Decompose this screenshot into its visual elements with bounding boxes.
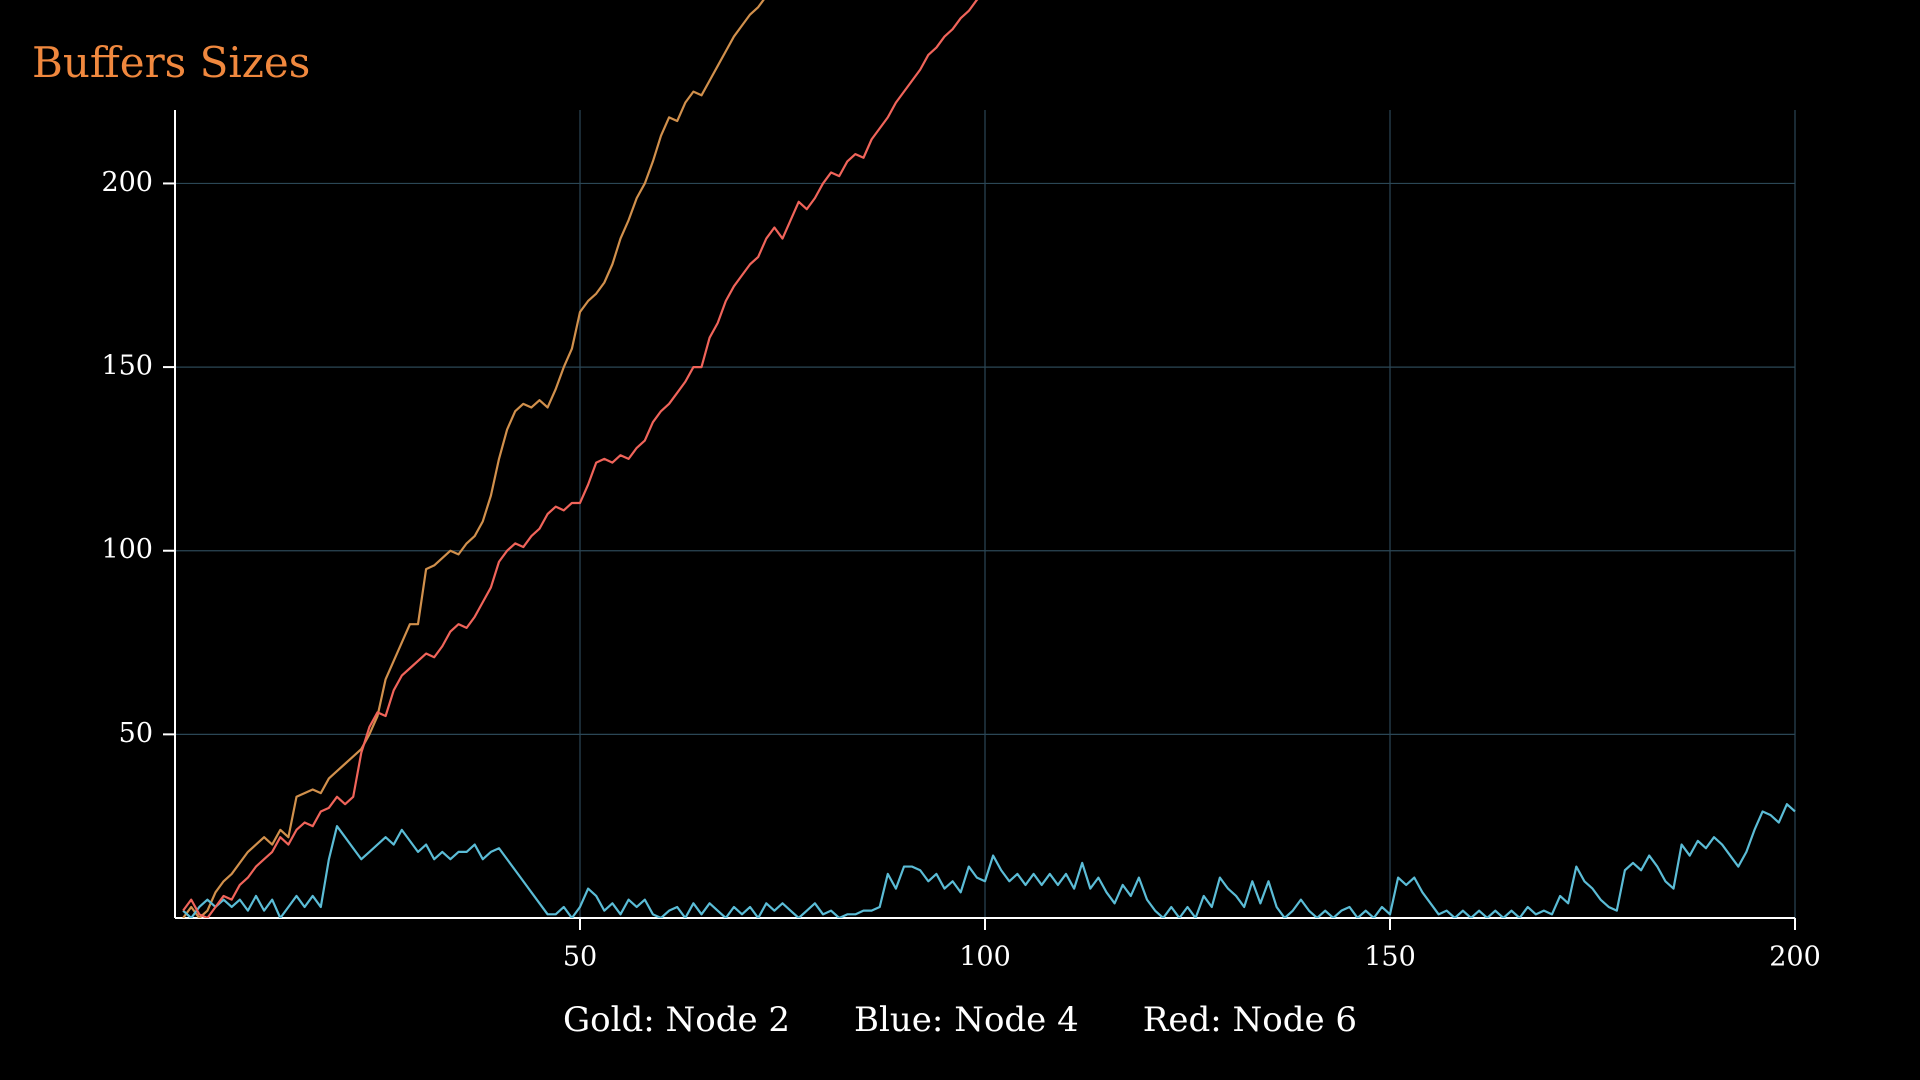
series-line <box>182 803 1796 918</box>
y-tick-label: 100 <box>101 534 153 565</box>
series-line <box>182 0 765 918</box>
x-tick-label: 200 <box>1769 942 1821 973</box>
y-tick-label: 150 <box>101 351 153 382</box>
legend: Gold: Node 2 Blue: Node 4 Red: Node 6 <box>0 1000 1920 1040</box>
x-tick-label: 100 <box>959 942 1011 973</box>
series-line <box>182 0 979 918</box>
plot-area <box>182 0 1796 918</box>
x-tick-label: 150 <box>1364 942 1416 973</box>
y-tick-label: 200 <box>101 167 153 198</box>
legend-entry: Red: Node 6 <box>1142 1000 1358 1040</box>
x-tick-label: 50 <box>563 942 597 973</box>
legend-entry: Gold: Node 2 <box>562 1000 791 1040</box>
y-tick-label: 50 <box>119 718 153 749</box>
chart-title: Buffers Sizes <box>32 38 310 87</box>
legend-entry: Blue: Node 4 <box>854 1000 1079 1040</box>
